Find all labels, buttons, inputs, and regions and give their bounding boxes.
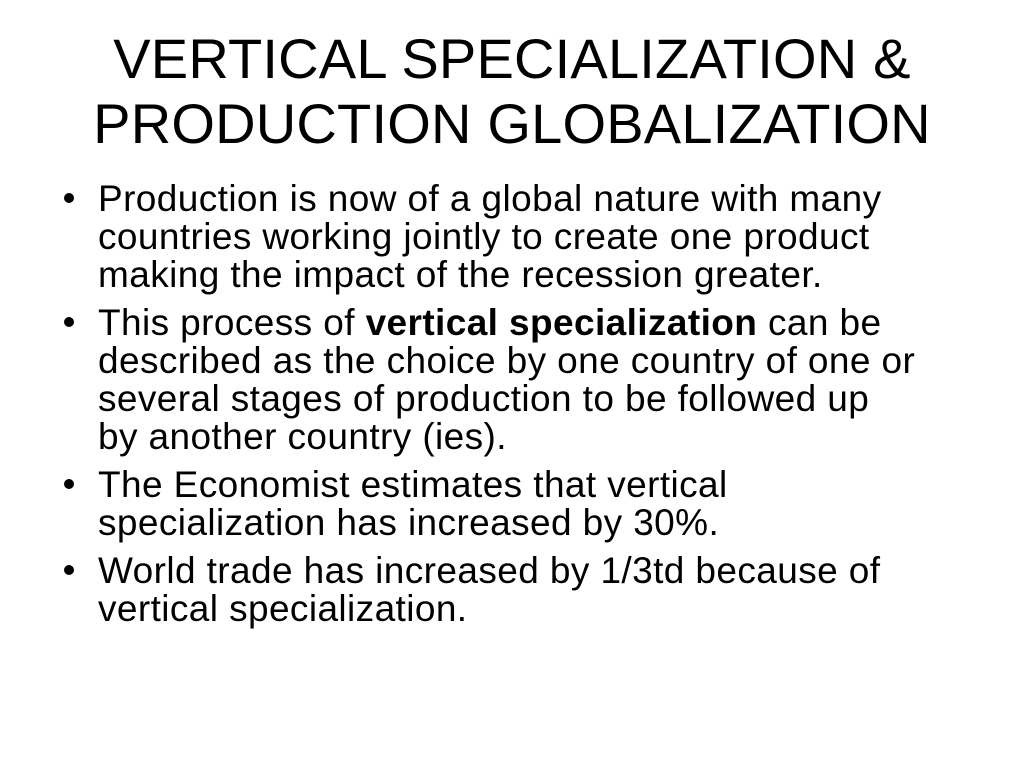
bullet-line: making the impact of the recession great… xyxy=(98,256,1024,294)
bullet-text: Production is now of a global nature wit… xyxy=(98,178,882,219)
bullet-line: several stages of production to be follo… xyxy=(98,380,1024,418)
bullet-text: World trade has increased by 1/3td becau… xyxy=(98,550,881,591)
bullet-text: This process of xyxy=(98,302,366,343)
bullet-text: by another country (ies). xyxy=(98,416,507,457)
bullet-line: specialization has increased by 30%. xyxy=(98,504,1024,542)
slide-title-line-1: VERTICAL SPECIALIZATION & xyxy=(113,27,911,90)
bullet-item: World trade has increased by 1/3td becau… xyxy=(0,552,1024,628)
bullet-line: This process of vertical specialization … xyxy=(98,304,1024,342)
bullet-text-bold: vertical specialization xyxy=(365,302,758,343)
bullet-icon xyxy=(64,479,74,489)
bullet-text: specialization has increased by 30%. xyxy=(98,502,720,543)
bullet-item: The Economist estimates that vertical spe… xyxy=(0,466,1024,542)
bullet-text: making the impact of the recession great… xyxy=(98,254,823,295)
bullet-text: several stages of production to be follo… xyxy=(98,378,870,419)
bullet-icon xyxy=(64,565,74,575)
bullet-line: countries working jointly to create one … xyxy=(98,218,1024,256)
bullet-line: vertical specialization. xyxy=(98,590,1024,628)
bullet-line: World trade has increased by 1/3td becau… xyxy=(98,552,1024,590)
bullet-text: can be xyxy=(757,302,882,343)
slide-title-line-2: PRODUCTION GLOBALIZATION xyxy=(93,92,931,155)
slide-title: VERTICAL SPECIALIZATION & PRODUCTION GLO… xyxy=(0,0,1024,156)
bullet-line: Production is now of a global nature wit… xyxy=(98,180,1024,218)
bullet-text: The Economist estimates that vertical xyxy=(98,464,728,505)
bullet-icon xyxy=(64,317,74,327)
bullet-list: Production is now of a global nature wit… xyxy=(0,180,1024,628)
bullet-line: described as the choice by one country o… xyxy=(98,342,1024,380)
bullet-text: described as the choice by one country o… xyxy=(98,340,916,381)
bullet-item: This process of vertical specialization … xyxy=(0,304,1024,456)
bullet-text: countries working jointly to create one … xyxy=(98,216,870,257)
bullet-line: by another country (ies). xyxy=(98,418,1024,456)
bullet-line: The Economist estimates that vertical xyxy=(98,466,1024,504)
bullet-text: vertical specialization. xyxy=(98,588,468,629)
bullet-icon xyxy=(64,193,74,203)
bullet-item: Production is now of a global nature wit… xyxy=(0,180,1024,294)
